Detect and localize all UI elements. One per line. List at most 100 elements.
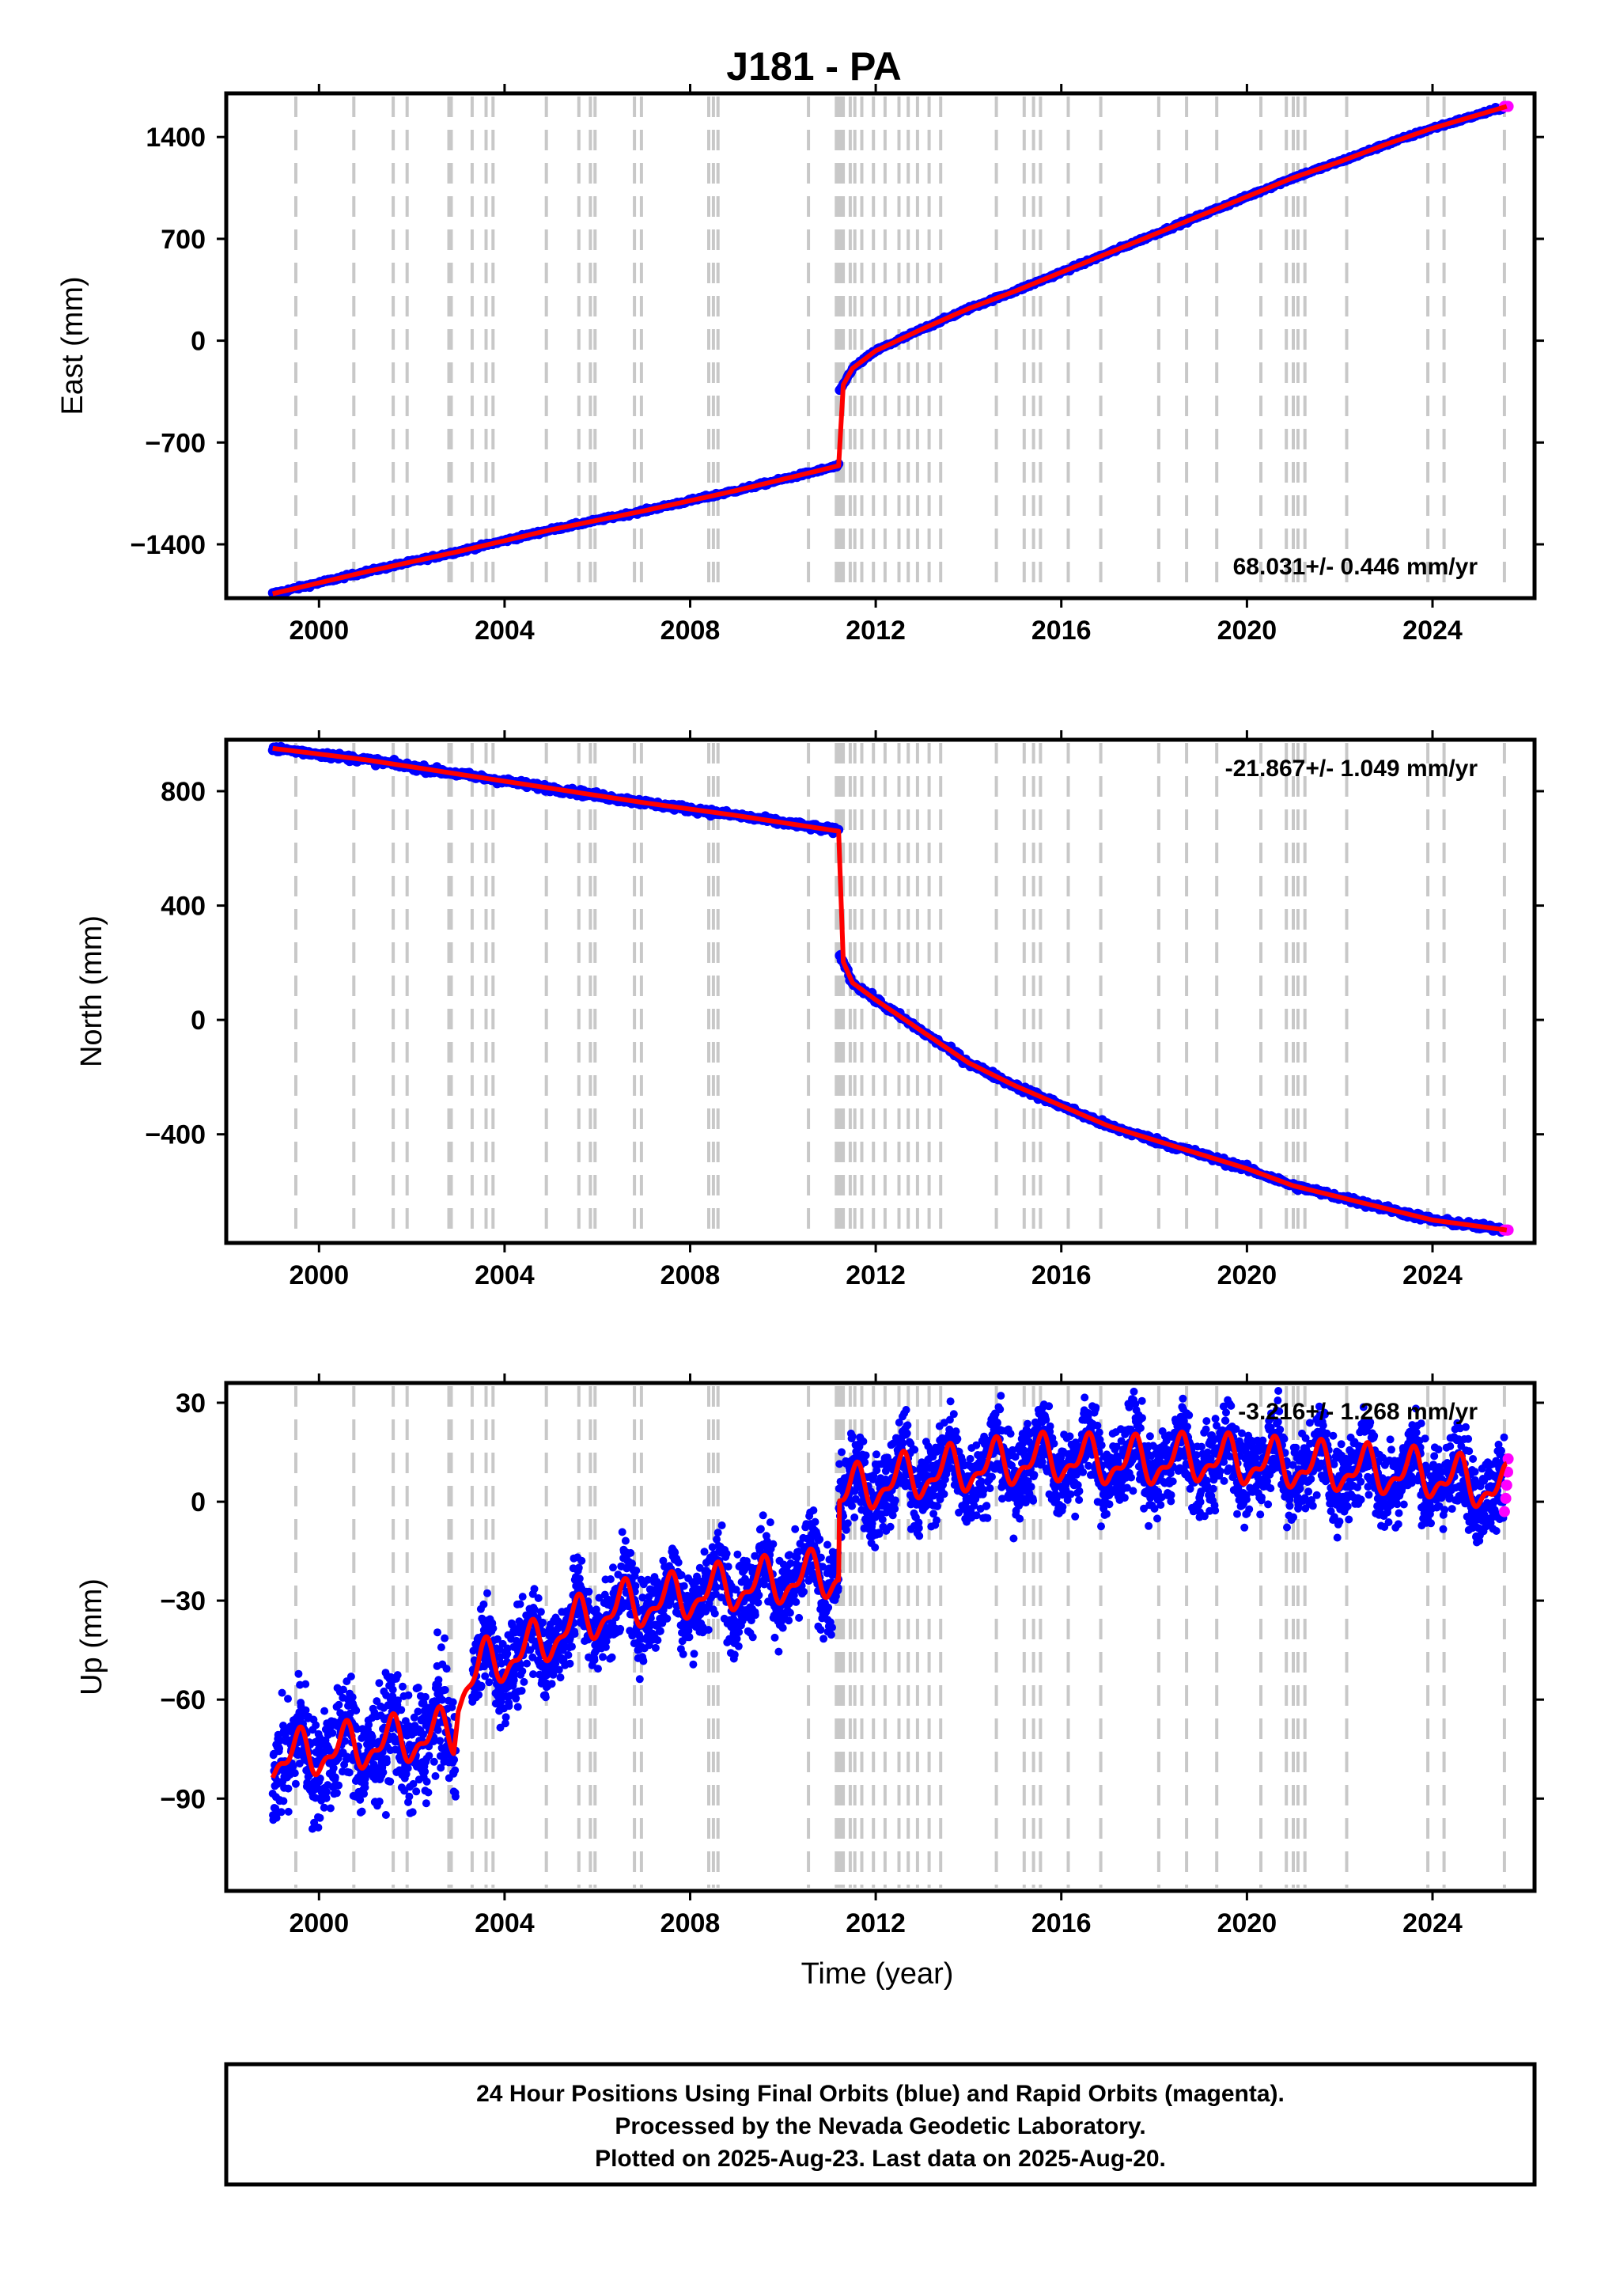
final-orbit-point — [449, 1698, 457, 1707]
final-orbit-point — [816, 1553, 825, 1562]
y-tick-label: 1400 — [146, 123, 206, 153]
final-orbit-point — [730, 1650, 739, 1659]
final-orbit-point — [375, 1798, 384, 1805]
step-lines — [294, 743, 1506, 1240]
final-orbit-point — [570, 1630, 579, 1639]
final-orbit-point — [277, 1808, 286, 1817]
final-orbit-point — [568, 1642, 576, 1651]
final-orbit-point — [312, 1721, 320, 1730]
final-orbit-point — [756, 1525, 765, 1533]
final-orbit-point — [414, 1684, 422, 1692]
final-orbit-point — [322, 1787, 331, 1796]
final-orbit-point — [375, 1679, 384, 1688]
final-orbit-point — [674, 1558, 683, 1567]
final-orbit-point — [335, 1700, 343, 1709]
y-tick-label: 700 — [161, 225, 206, 255]
final-orbit-points — [268, 1387, 1508, 1833]
final-orbit-point — [679, 1582, 688, 1590]
final-orbit-point — [475, 1691, 483, 1699]
final-orbit-point — [536, 1608, 545, 1616]
final-orbit-point — [843, 1519, 852, 1528]
final-orbit-point — [501, 1713, 510, 1722]
final-orbit-points — [267, 741, 1509, 1237]
final-orbit-point — [358, 1807, 366, 1816]
final-orbit-point — [574, 1563, 583, 1572]
final-orbit-point — [425, 1752, 433, 1760]
final-orbit-point — [566, 1659, 574, 1668]
final-orbit-point — [626, 1548, 635, 1557]
final-orbit-point — [735, 1627, 744, 1636]
final-orbit-point — [828, 1623, 836, 1631]
final-orbit-point — [388, 1685, 397, 1694]
final-orbit-point — [422, 1777, 431, 1786]
final-orbit-point — [414, 1707, 422, 1716]
final-orbit-point — [381, 1811, 390, 1819]
final-orbit-point — [842, 1525, 850, 1534]
final-orbit-point — [577, 1556, 586, 1565]
chart-title: J181 - PA — [726, 44, 901, 89]
final-orbit-point — [710, 1609, 719, 1618]
final-orbit-point — [437, 1643, 445, 1652]
final-orbit-point — [819, 1635, 828, 1643]
final-orbit-point — [436, 1737, 445, 1745]
final-orbit-point — [827, 1631, 835, 1639]
final-orbit-point — [382, 1758, 391, 1767]
final-orbit-point — [441, 1686, 449, 1694]
x-tick-label: 2000 — [289, 1260, 349, 1290]
final-orbit-point — [679, 1650, 687, 1658]
final-orbit-point — [609, 1563, 617, 1572]
final-orbit-point — [505, 1702, 513, 1711]
final-orbit-point — [547, 1680, 556, 1688]
final-orbit-point — [516, 1600, 524, 1608]
x-tick-label: 2000 — [289, 616, 349, 646]
x-tick-label: 2016 — [1031, 1260, 1092, 1290]
rate-label: -21.867+/- 1.049 mm/yr — [1225, 756, 1478, 782]
final-orbit-point — [328, 1729, 337, 1737]
final-orbit-point — [485, 1678, 494, 1687]
final-orbit-point — [477, 1681, 486, 1690]
final-orbit-point — [769, 1540, 778, 1548]
final-orbit-point — [422, 1799, 430, 1808]
final-orbit-point — [811, 1517, 819, 1526]
y-tick-label: −1400 — [131, 530, 206, 560]
x-tick-label: 2020 — [1217, 616, 1277, 646]
model-line — [272, 745, 1508, 1233]
y-tick-label: 0 — [191, 1006, 206, 1036]
final-orbit-point — [431, 1771, 440, 1780]
panels: 2000 2004 2008 2012 2016 2020 202414007000−700… — [56, 84, 1544, 1938]
plot-frame — [224, 737, 1537, 1245]
final-orbit-points — [267, 102, 1509, 598]
final-orbit-point — [663, 1614, 672, 1623]
final-orbit-point — [412, 1787, 421, 1796]
final-orbit-point — [734, 1642, 743, 1650]
final-orbit-point — [450, 1756, 459, 1764]
final-orbit-point — [404, 1691, 413, 1699]
final-orbit-point — [326, 1804, 335, 1813]
final-orbit-point — [722, 1549, 731, 1558]
final-orbit-point — [713, 1529, 722, 1537]
final-orbit-point — [639, 1657, 648, 1665]
final-orbit-point — [599, 1653, 607, 1661]
final-orbit-point — [556, 1673, 565, 1682]
final-orbit-point — [489, 1624, 498, 1633]
final-orbit-point — [332, 1789, 341, 1798]
final-orbit-point — [824, 1603, 833, 1612]
final-orbit-point — [759, 1511, 767, 1520]
final-orbit-point — [530, 1585, 539, 1593]
final-orbit-point — [451, 1766, 460, 1775]
final-orbit-point — [284, 1784, 293, 1793]
final-orbit-point — [434, 1676, 443, 1684]
final-orbit-point — [607, 1653, 616, 1661]
x-tick-label: 2004 — [475, 1260, 535, 1290]
panel-1: 2000 2004 2008 2012 2016 2020 202414007000−700… — [56, 84, 1544, 646]
x-tick-label: 2012 — [846, 1260, 906, 1290]
final-orbit-point — [755, 1591, 763, 1600]
final-orbit-point — [301, 1680, 310, 1688]
final-orbit-point — [483, 1589, 491, 1597]
final-orbit-point — [479, 1600, 488, 1608]
final-orbit-point — [335, 1781, 343, 1790]
y-tick-label: −400 — [145, 1120, 206, 1150]
final-orbit-point — [433, 1628, 441, 1637]
final-orbit-point — [442, 1665, 451, 1673]
